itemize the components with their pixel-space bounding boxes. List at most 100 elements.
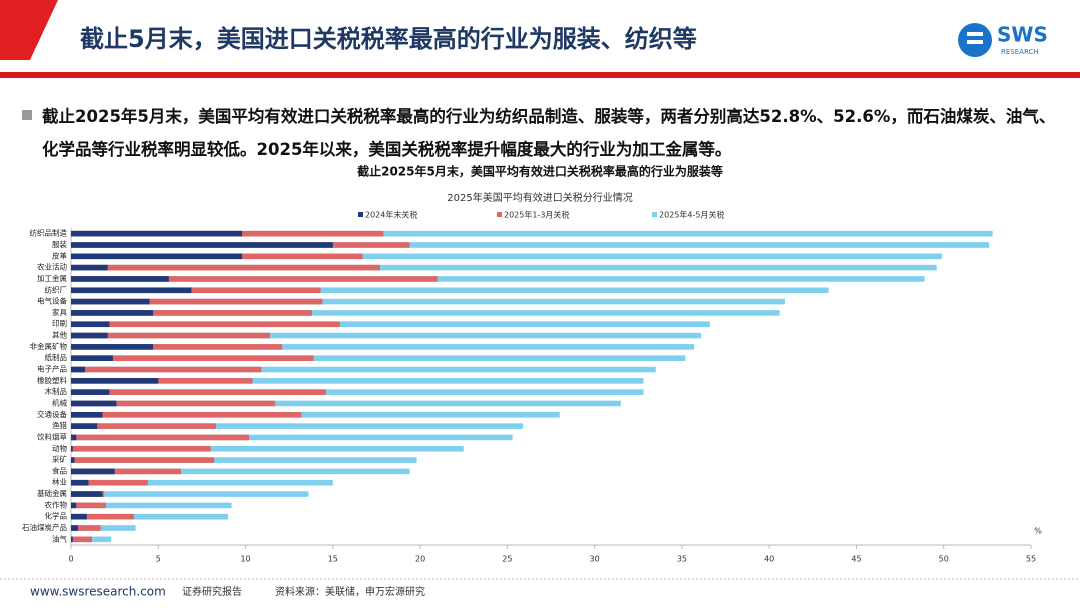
bar: [71, 423, 216, 429]
x-tick-label: 30: [590, 555, 600, 564]
bar: [71, 276, 169, 282]
y-tick-label: 动物: [52, 443, 67, 453]
bar: [71, 468, 115, 475]
bar: [71, 264, 380, 271]
bar: [71, 355, 113, 361]
bar: [71, 253, 942, 260]
bar: [71, 253, 243, 260]
bar: [71, 298, 150, 305]
bar: [71, 412, 560, 418]
bar: [71, 298, 785, 305]
y-tick-label: 渔猎: [52, 420, 67, 430]
chart-title: 截止2025年5月末，美国平均有效进口关税税率最高的行业为服装等: [357, 164, 723, 179]
y-tick-label: 饮料烟草: [37, 431, 67, 441]
bar: [71, 298, 323, 305]
bar: [71, 479, 333, 486]
y-tick-label: 机械: [52, 397, 67, 407]
y-tick-label: 服装: [52, 239, 67, 249]
bar: [71, 423, 524, 429]
y-tick-label: 交通设备: [37, 409, 67, 419]
bar: [71, 502, 106, 509]
legend-label: 2025年1-3月关税: [504, 210, 569, 220]
bar: [71, 378, 253, 384]
y-tick-label: 电气设备: [37, 296, 67, 306]
bar: [71, 355, 314, 361]
y-tick-label: 纺织品制造: [30, 228, 68, 238]
bar: [71, 400, 276, 407]
y-tick-label: 纺织厂: [45, 284, 68, 294]
footer: www.swsresearch.com 证券研究报告 资料来源：美联储，申万宏源…: [0, 578, 1080, 599]
bar: [71, 513, 87, 520]
y-tick-label: 加工金属: [37, 273, 67, 283]
logo-text: SWS: [997, 23, 1048, 47]
bar: [71, 468, 410, 475]
bar: [71, 445, 464, 452]
bar: [71, 525, 136, 531]
bar: [71, 457, 215, 463]
x-tick-label: 25: [502, 555, 512, 564]
bar: [71, 479, 148, 486]
bar: [71, 287, 829, 294]
y-tick-label: 非金属矿物: [30, 341, 68, 351]
logo-sub: RESEARCH: [1001, 48, 1039, 56]
y-tick-label: 木制品: [45, 386, 68, 396]
bar: [71, 321, 110, 328]
y-tick-label: 电子产品: [37, 364, 67, 374]
bar: [71, 378, 159, 384]
bar: [71, 434, 77, 441]
legend-label: 2024年末关税: [365, 210, 417, 220]
bar: [71, 412, 103, 418]
footer-source: 资料来源：美联储，申万宏源研究: [275, 585, 425, 598]
bar: [71, 502, 77, 509]
x-tick-label: 40: [764, 555, 774, 564]
y-tick-label: 农作物: [45, 499, 68, 509]
bar: [71, 445, 211, 452]
x-tick-label: 55: [1026, 555, 1036, 564]
x-tick-label: 35: [677, 555, 687, 564]
bar: [71, 468, 181, 475]
bar: [71, 479, 89, 486]
footer-site: www.swsresearch.com: [30, 585, 166, 599]
y-tick-label: 印刷: [52, 319, 67, 328]
bar: [71, 344, 695, 350]
bar: [71, 310, 154, 316]
y-tick-label: 橡胶塑料: [37, 375, 67, 385]
bullet-marker: [22, 110, 32, 120]
header-accent: [0, 0, 58, 60]
bar: [71, 389, 326, 395]
bar: [71, 332, 108, 339]
bar: [71, 513, 229, 520]
bar: [71, 445, 73, 452]
x-tick-label: 5: [156, 555, 161, 564]
x-tick-label: 20: [415, 555, 425, 564]
y-tick-label: 化学品: [45, 511, 68, 521]
bar: [71, 366, 262, 373]
bar: [71, 502, 232, 509]
y-tick-label: 石油煤炭产品: [22, 522, 67, 532]
bar: [71, 276, 438, 282]
y-tick-label: 油气: [52, 533, 67, 543]
bar: [71, 332, 270, 339]
chart-subtitle: 2025年美国平均有效进口关税分行业情况: [447, 191, 632, 204]
unit-label: %: [1034, 527, 1042, 536]
bar: [71, 412, 302, 418]
bar: [71, 230, 993, 237]
bar: [71, 457, 417, 463]
x-tick-label: 10: [240, 555, 250, 564]
x-tick-label: 50: [939, 555, 949, 564]
legend-swatch: [652, 212, 657, 217]
x-tick-label: 45: [851, 555, 861, 564]
bar: [71, 321, 340, 328]
bar: [71, 513, 134, 520]
bar: [71, 491, 309, 497]
bar: [71, 310, 780, 316]
y-tick-label: 其他: [52, 330, 67, 340]
bar: [71, 287, 321, 294]
bar: [71, 400, 117, 407]
y-tick-label: 采矿: [52, 454, 67, 464]
x-tick-label: 0: [68, 555, 73, 564]
bar: [71, 344, 283, 350]
chart: 截止2025年5月末，美国平均有效进口关税税率最高的行业为服装等 2025年美国平…: [22, 164, 1042, 564]
bar: [71, 287, 192, 294]
legend-label: 2025年4-5月关税: [659, 210, 724, 220]
